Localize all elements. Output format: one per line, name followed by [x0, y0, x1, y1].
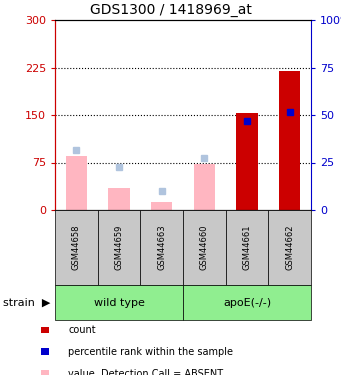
- Text: GSM44661: GSM44661: [242, 225, 252, 270]
- Text: GDS1300 / 1418969_at: GDS1300 / 1418969_at: [90, 3, 251, 17]
- Text: apoE(-/-): apoE(-/-): [223, 297, 271, 307]
- Text: GSM44663: GSM44663: [157, 225, 166, 270]
- Text: percentile rank within the sample: percentile rank within the sample: [68, 347, 233, 357]
- Bar: [236, 113, 258, 210]
- Text: strain  ▶: strain ▶: [3, 297, 51, 307]
- Bar: [194, 164, 215, 210]
- Text: GSM44658: GSM44658: [72, 225, 81, 270]
- Bar: [279, 70, 300, 210]
- Text: value, Detection Call = ABSENT: value, Detection Call = ABSENT: [68, 369, 223, 375]
- Text: wild type: wild type: [93, 297, 145, 307]
- Text: GSM44659: GSM44659: [115, 225, 123, 270]
- Text: count: count: [68, 325, 96, 335]
- Bar: [108, 188, 130, 210]
- Bar: [66, 156, 87, 210]
- Text: GSM44662: GSM44662: [285, 225, 294, 270]
- Bar: [151, 202, 172, 210]
- Text: GSM44660: GSM44660: [200, 225, 209, 270]
